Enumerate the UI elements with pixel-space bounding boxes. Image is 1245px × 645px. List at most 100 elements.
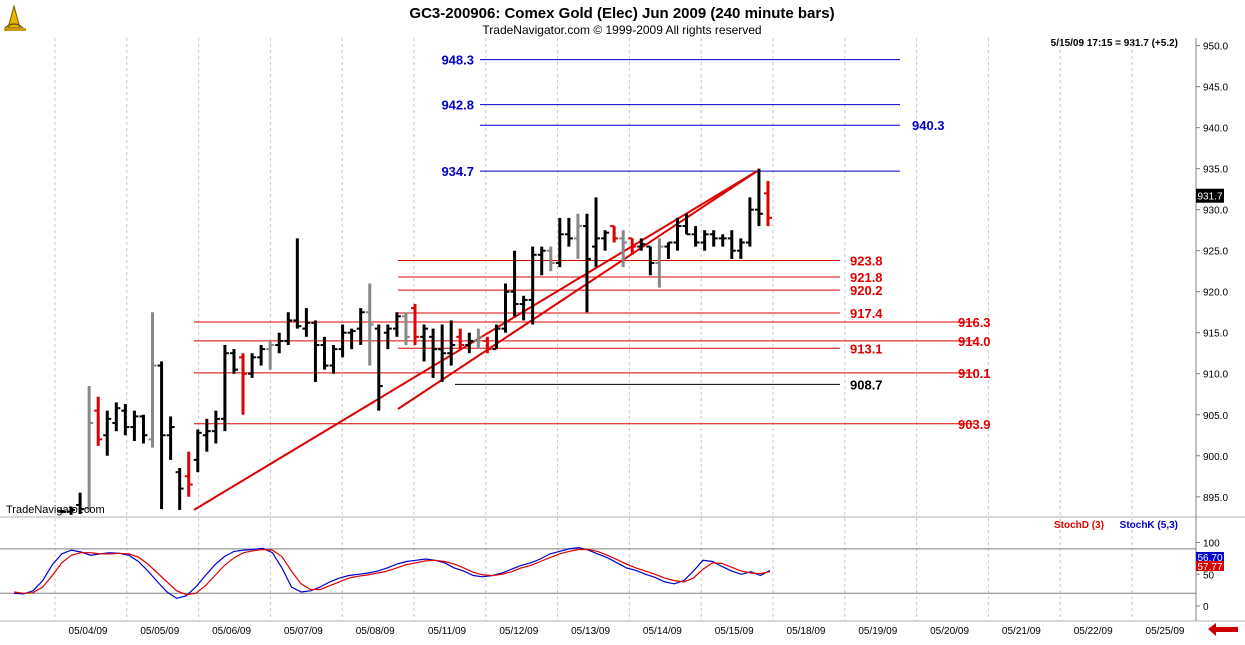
x-tick-label: 05/25/09 (1146, 626, 1185, 637)
ohlc-bar (411, 304, 419, 346)
ohlc-bar (193, 429, 202, 473)
ohlc-bar (637, 238, 646, 251)
ohlc-bar (447, 320, 456, 366)
level-label: 910.1 (958, 366, 991, 381)
stoch-line (13, 548, 771, 596)
ohlc-bar (311, 320, 320, 382)
y-tick-label: 915.0 (1203, 329, 1228, 340)
trendline (397, 170, 758, 410)
ohlc-bar (519, 295, 528, 321)
ohlc-bar (528, 246, 537, 325)
x-tick-label: 05/08/09 (356, 626, 395, 637)
ohlc-bar (347, 328, 356, 350)
ohlc-bar (139, 414, 148, 444)
level-label: 917.4 (850, 306, 883, 321)
ohlc-bar (691, 226, 700, 247)
ohlc-bar (275, 332, 284, 354)
ohlc-bar (392, 312, 401, 337)
ohlc-bar (655, 238, 664, 288)
stoch-tick-label: 100 (1203, 539, 1220, 550)
ohlc-bar (555, 217, 564, 268)
ohlc-bar (85, 386, 94, 512)
ohlc-bar (628, 237, 637, 255)
ohlc-bar (239, 353, 248, 415)
last-quote-text: 5/15/09 17:15 = 931.7 (+5.2) (1051, 38, 1178, 49)
y-tick-label: 910.0 (1203, 370, 1228, 381)
last-price-text: 931.7 (1197, 192, 1222, 203)
x-tick-label: 05/14/09 (643, 626, 682, 637)
ohlc-bar (573, 213, 582, 259)
ohlc-bar (220, 345, 229, 432)
ohlc-bar (564, 217, 573, 247)
ohlc-bar (510, 250, 519, 317)
stoch-y-axis: 0 50 100 (1196, 539, 1220, 613)
ohlc-bar (320, 336, 329, 370)
level-label: 940.3 (912, 118, 945, 133)
ohlc-bar (401, 312, 410, 346)
ohlc-bar (592, 197, 601, 268)
ohlc-bar (302, 308, 311, 337)
ohlc-bar (211, 410, 220, 444)
y-tick-label: 930.0 (1203, 206, 1228, 217)
ohlc-bar (293, 238, 302, 329)
ohlc-bar (718, 234, 727, 247)
x-tick-label: 05/13/09 (571, 626, 610, 637)
ohlc-bar (365, 283, 374, 366)
legend-stochk: StochK (5,3) (1120, 520, 1178, 531)
ohlc-bar (601, 230, 610, 251)
y-tick-label: 920.0 (1203, 288, 1228, 299)
ohlc-bar (646, 245, 655, 276)
ohlc-bar (76, 492, 85, 515)
ohlc-bar (483, 336, 492, 354)
ohlc-bar (229, 349, 238, 374)
stoch-lines (13, 546, 771, 600)
stochk-value: 56.70 (1197, 553, 1222, 564)
ohlc-bar (700, 230, 709, 251)
ohlc-bar (438, 324, 447, 382)
level-label: 921.8 (850, 270, 883, 285)
y-tick-label: 895.0 (1203, 493, 1228, 504)
ohlc-bar (456, 328, 465, 350)
ohlc-bar (338, 324, 347, 358)
ohlc-bar (537, 246, 546, 276)
ohlc-bar (157, 361, 166, 510)
ohlc-bar (582, 213, 591, 313)
level-label: 920.2 (850, 283, 883, 298)
ohlc-bar (546, 246, 555, 272)
ohlc-bar (356, 308, 365, 346)
ohlc-bar (709, 230, 718, 247)
ohlc-bar (67, 506, 76, 515)
ohlc-bar (130, 410, 139, 442)
stoch-tick-label: 50 (1203, 570, 1215, 581)
y-tick-label: 925.0 (1203, 247, 1228, 258)
ohlc-bars (58, 168, 772, 515)
y-tick-label: 900.0 (1203, 452, 1228, 463)
level-label: 923.8 (850, 254, 883, 269)
ohlc-bar (736, 238, 745, 259)
ohlc-bar (175, 468, 184, 510)
ohlc-bar (103, 410, 112, 456)
y-tick-label: 945.0 (1203, 83, 1228, 94)
ohlc-bar (166, 416, 175, 460)
level-label: 916.3 (958, 315, 991, 330)
ohlc-bar (465, 332, 474, 354)
chart-title: GC3-200906: Comex Gold (Elec) Jun 2009 (… (409, 5, 834, 22)
ohlc-bar (754, 168, 763, 227)
ohlc-bar (764, 180, 772, 227)
ohlc-bar (148, 312, 157, 448)
level-label: 914.0 (958, 334, 991, 349)
ohlc-bar (329, 345, 338, 374)
x-tick-label: 05/04/09 (69, 626, 108, 637)
x-tick-label: 05/18/09 (787, 626, 826, 637)
ohlc-bar (94, 396, 103, 446)
ohlc-bar (610, 225, 619, 243)
left-arrow-icon[interactable] (1208, 623, 1238, 636)
ohlc-bar (501, 283, 510, 333)
ohlc-bar (58, 509, 66, 514)
price-y-axis: 895.0 900.0 905.0 910.0 915.0 920.0 925.0 930.0… (1196, 42, 1228, 504)
level-label: 934.7 (441, 164, 474, 179)
ohlc-bar (474, 328, 483, 350)
level-label: 903.9 (958, 417, 991, 432)
